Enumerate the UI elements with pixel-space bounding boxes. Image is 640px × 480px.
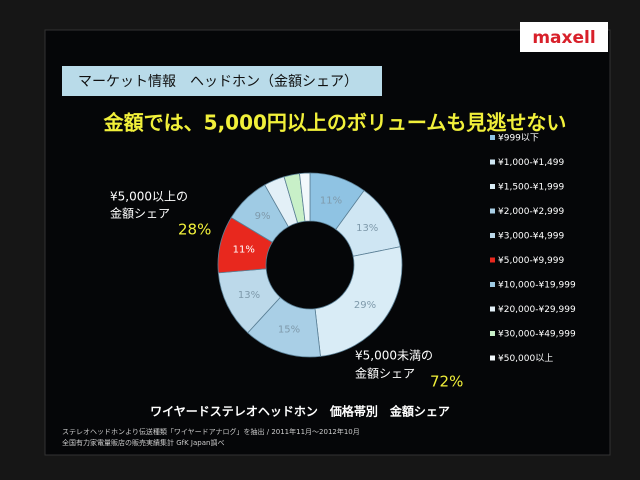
legend-swatch (490, 208, 495, 214)
donut-slice (299, 172, 311, 222)
slice-label: 13% (356, 223, 378, 234)
slice-label: 15% (278, 325, 300, 336)
legend-label: ¥20,000-¥29,999 (498, 305, 576, 315)
header: マーケット情報 ヘッドホン（金額シェア） (78, 74, 358, 90)
legend-swatch (490, 282, 495, 287)
slice-label: 11% (233, 245, 255, 256)
chart-title: ワイヤードステレオヘッドホン 価格帯別 金額シェア (150, 404, 450, 419)
annotation-text: 金額シェア (355, 366, 415, 381)
legend-label: ¥999以下 (498, 134, 539, 144)
brand: maxell (532, 28, 595, 48)
legend-label: ¥30,000-¥49,999 (498, 330, 576, 340)
legend-label: ¥10,000-¥19,999 (498, 281, 576, 291)
annotation-text: ¥5,000以上の (110, 190, 188, 204)
legend-label: ¥2,000-¥2,999 (498, 207, 565, 217)
legend-swatch (490, 159, 495, 165)
headline: 金額では、5,000円以上のボリュームも見逃せない (103, 111, 567, 135)
annotation-text: ¥5,000未満の (355, 349, 433, 363)
logo-box (520, 22, 608, 52)
legend-swatch (490, 306, 495, 312)
legend-label: ¥50,000以上 (498, 353, 553, 364)
legend-swatch (490, 135, 495, 140)
legend-label: ¥3,000-¥4,999 (498, 232, 565, 242)
legend-swatch (490, 257, 495, 263)
legend-label: ¥1,500-¥1,999 (498, 183, 565, 193)
legend-label: ¥5,000-¥9,999 (498, 256, 565, 266)
legend-swatch (490, 233, 495, 238)
slice-label: 11% (320, 195, 342, 206)
donut-slice (314, 246, 403, 357)
footnote: ステレオヘッドホンより伝送種類「ワイヤードアナログ」を抽出 / 2011年11月… (62, 427, 360, 436)
annotation-text: 金額シェア (110, 206, 170, 221)
legend-swatch (490, 355, 495, 361)
header-bar (62, 66, 382, 96)
legend-label: ¥1,000-¥1,499 (498, 158, 565, 168)
slice-label: 13% (238, 290, 260, 301)
slice-label: 29% (354, 300, 376, 311)
legend-swatch (490, 184, 495, 189)
footnote: 全国有力家電量販店の販売実績集計 GfK Japan調べ (62, 438, 224, 447)
annotation-value: 72% (430, 373, 463, 391)
annotation-value: 28% (178, 221, 211, 239)
slide (44, 29, 611, 456)
legend-swatch (490, 331, 495, 336)
slice-label: 9% (255, 211, 271, 222)
